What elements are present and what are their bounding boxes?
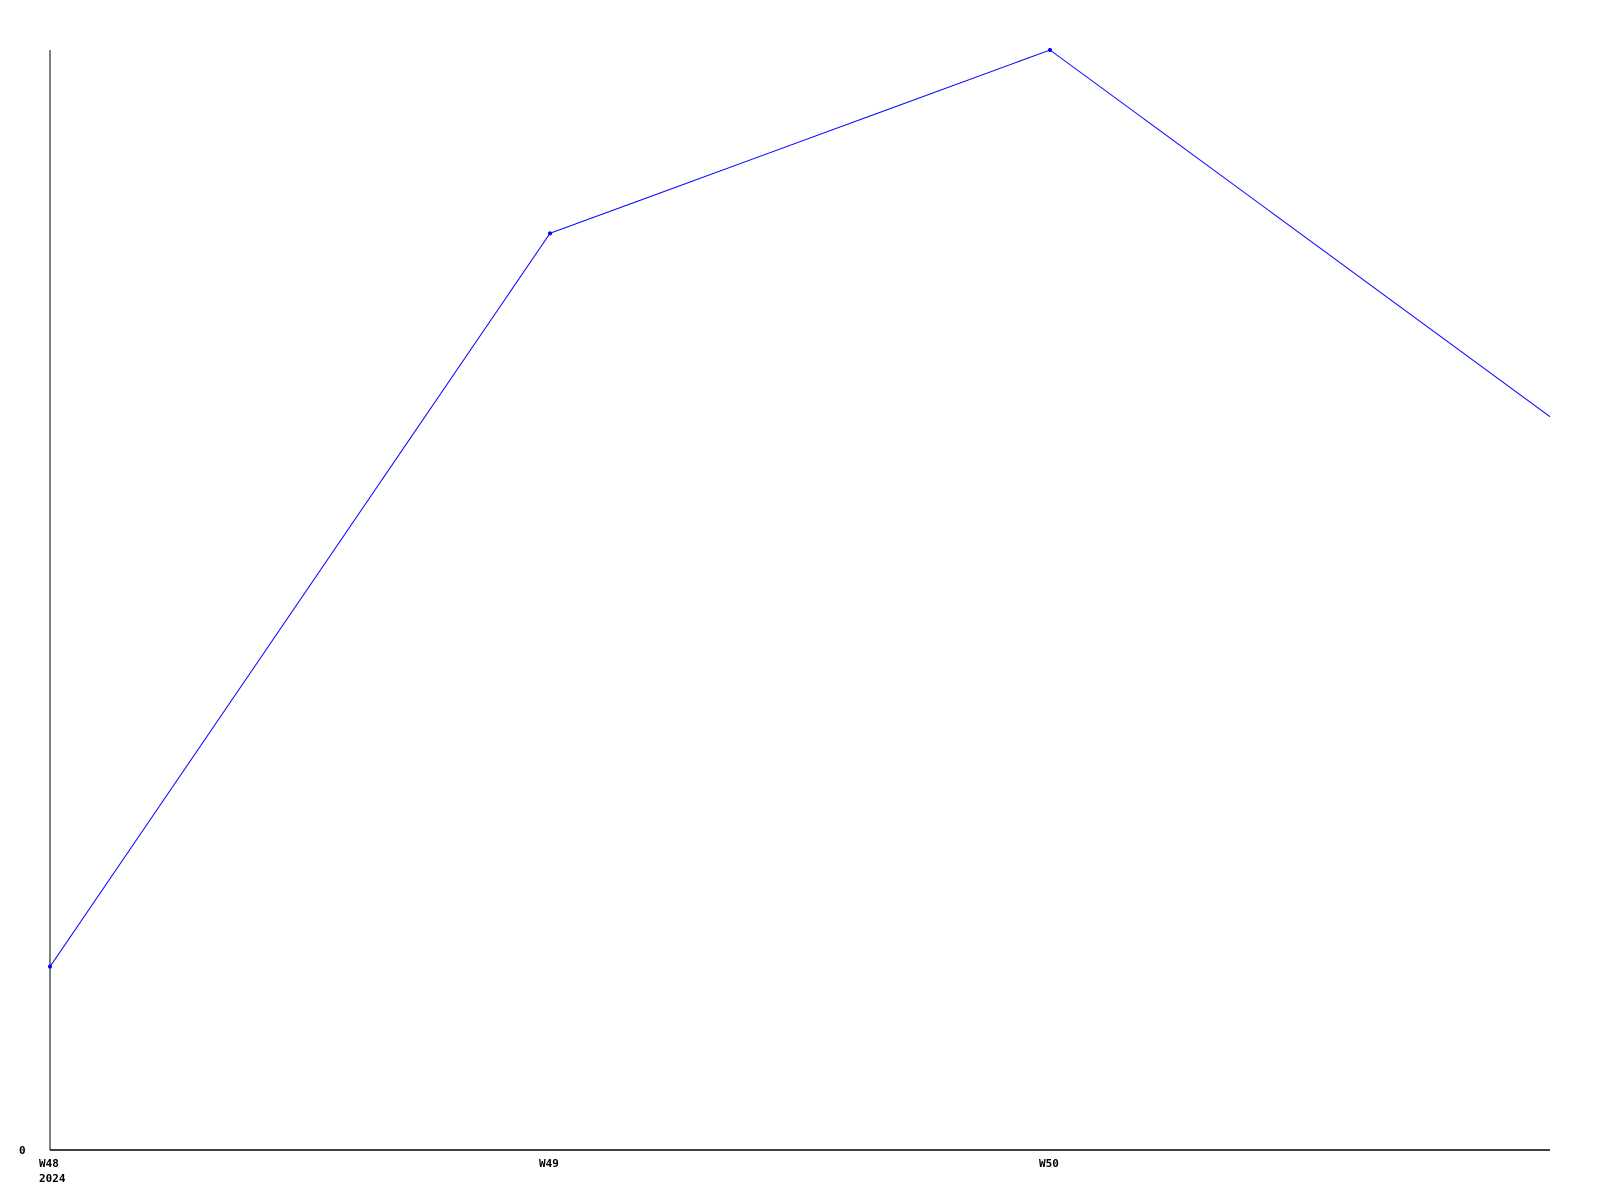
x-year-label: 2024 (39, 1172, 66, 1185)
data-point-w48 (48, 964, 52, 969)
series-line-0 (49, 49, 1551, 967)
x-tick-label-w48: W48 (39, 1157, 59, 1170)
data-point-w49 (548, 231, 552, 236)
axes (49, 50, 1550, 1151)
x-tick-label-w49: W49 (539, 1157, 559, 1170)
y-tick-label-0: 0 (19, 1144, 26, 1157)
data-point-w50 (1048, 48, 1052, 52)
x-tick-label-w50: W50 (1039, 1157, 1059, 1170)
